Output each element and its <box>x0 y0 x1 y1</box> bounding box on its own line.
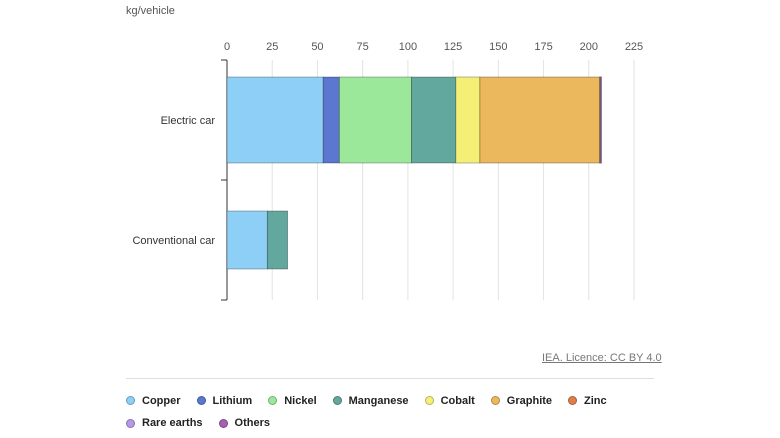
legend-swatch <box>126 418 135 428</box>
legend-swatch <box>568 396 578 405</box>
legend-swatch <box>268 396 278 405</box>
x-tick-label: 100 <box>399 41 417 53</box>
legend-item-manganese[interactable]: Manganese <box>332 394 409 407</box>
source-licence-link[interactable]: IEA. Licence: CC BY 4.0 <box>542 352 662 364</box>
x-tick-label: 0 <box>224 41 230 53</box>
x-tick-label: 25 <box>266 41 278 53</box>
bar-segment-manganese <box>266 210 288 270</box>
legend-swatch <box>332 396 342 405</box>
x-tick-label: 225 <box>625 41 643 53</box>
legend-swatch <box>196 396 206 405</box>
bar-segment-manganese <box>411 76 457 164</box>
stacked-bar-chart: 0 25 50 75 100 125 150 175 200 225 Electric car Con… <box>132 41 643 301</box>
legend-swatch <box>126 396 135 405</box>
legend-label: Copper <box>142 394 181 407</box>
legend-label: Rare earths <box>142 417 203 429</box>
bar-segment-copper <box>226 76 324 164</box>
legend-label: Manganese <box>348 394 409 407</box>
chart-legend: Copper Lithium Nickel Manganese Cobalt Graphi… <box>126 392 666 437</box>
legend-swatch <box>490 396 500 405</box>
legend-label: Others <box>234 417 271 429</box>
x-tick-label: 175 <box>534 41 552 53</box>
x-tick-label: 125 <box>444 41 462 53</box>
category-label: Conventional car <box>132 235 215 247</box>
legend-item-graphite[interactable]: Graphite <box>490 394 553 407</box>
legend-label: Graphite <box>506 394 553 407</box>
x-tick-label: 150 <box>489 41 507 53</box>
legend-item-cobalt[interactable]: Cobalt <box>424 394 475 407</box>
x-tick-label: 50 <box>311 41 323 53</box>
bar-segment-cobalt <box>455 76 481 164</box>
legend-item-zinc[interactable]: Zinc <box>568 395 607 407</box>
legend-divider <box>126 378 654 379</box>
bar-segment-lithium <box>322 76 340 164</box>
bar-segment-nickel <box>338 76 412 164</box>
legend-item-lithium[interactable]: Lithium <box>196 394 253 407</box>
legend-swatch <box>218 418 228 428</box>
bar-segment-copper <box>226 210 268 270</box>
bar-segment-rare-earths <box>599 76 602 164</box>
x-tick-label: 75 <box>357 41 369 53</box>
legend-label: Lithium <box>212 394 253 407</box>
legend-item-others[interactable]: Others <box>218 417 271 429</box>
legend-swatch <box>424 396 434 405</box>
legend-item-nickel[interactable]: Nickel <box>268 394 317 407</box>
legend-item-rare-earths[interactable]: Rare earths <box>126 417 203 429</box>
bar-segment-others <box>600 76 602 164</box>
legend-label: Nickel <box>284 394 317 407</box>
x-tick-label: 200 <box>580 41 598 53</box>
legend-label: Zinc <box>584 394 607 407</box>
legend-label: Cobalt <box>440 394 475 407</box>
axis-unit-label: kg/vehicle <box>126 5 175 17</box>
legend-item-copper[interactable]: Copper <box>126 395 181 407</box>
bar-segment-graphite <box>479 76 601 164</box>
category-label: Electric car <box>161 115 216 127</box>
